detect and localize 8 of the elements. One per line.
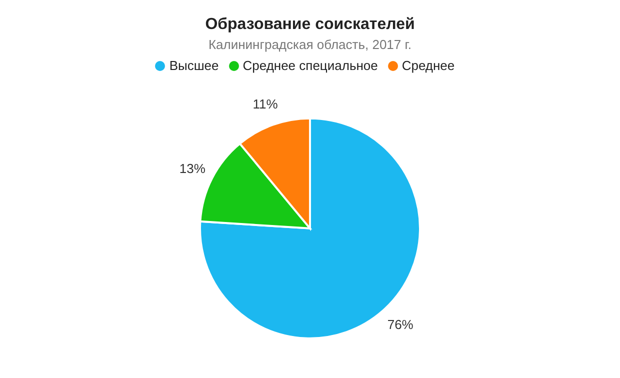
legend-label: Среднее специальное [242, 58, 378, 73]
data-label: 11% [252, 96, 278, 112]
chart-subtitle: Калининградская область, 2017 г. [207, 37, 413, 52]
legend-label: Среднее [402, 58, 455, 73]
data-label: 13% [179, 160, 206, 176]
legend-label: Высшее [169, 58, 219, 73]
data-label: 76% [387, 317, 414, 332]
chart-title: Образование соискателей [204, 15, 416, 34]
